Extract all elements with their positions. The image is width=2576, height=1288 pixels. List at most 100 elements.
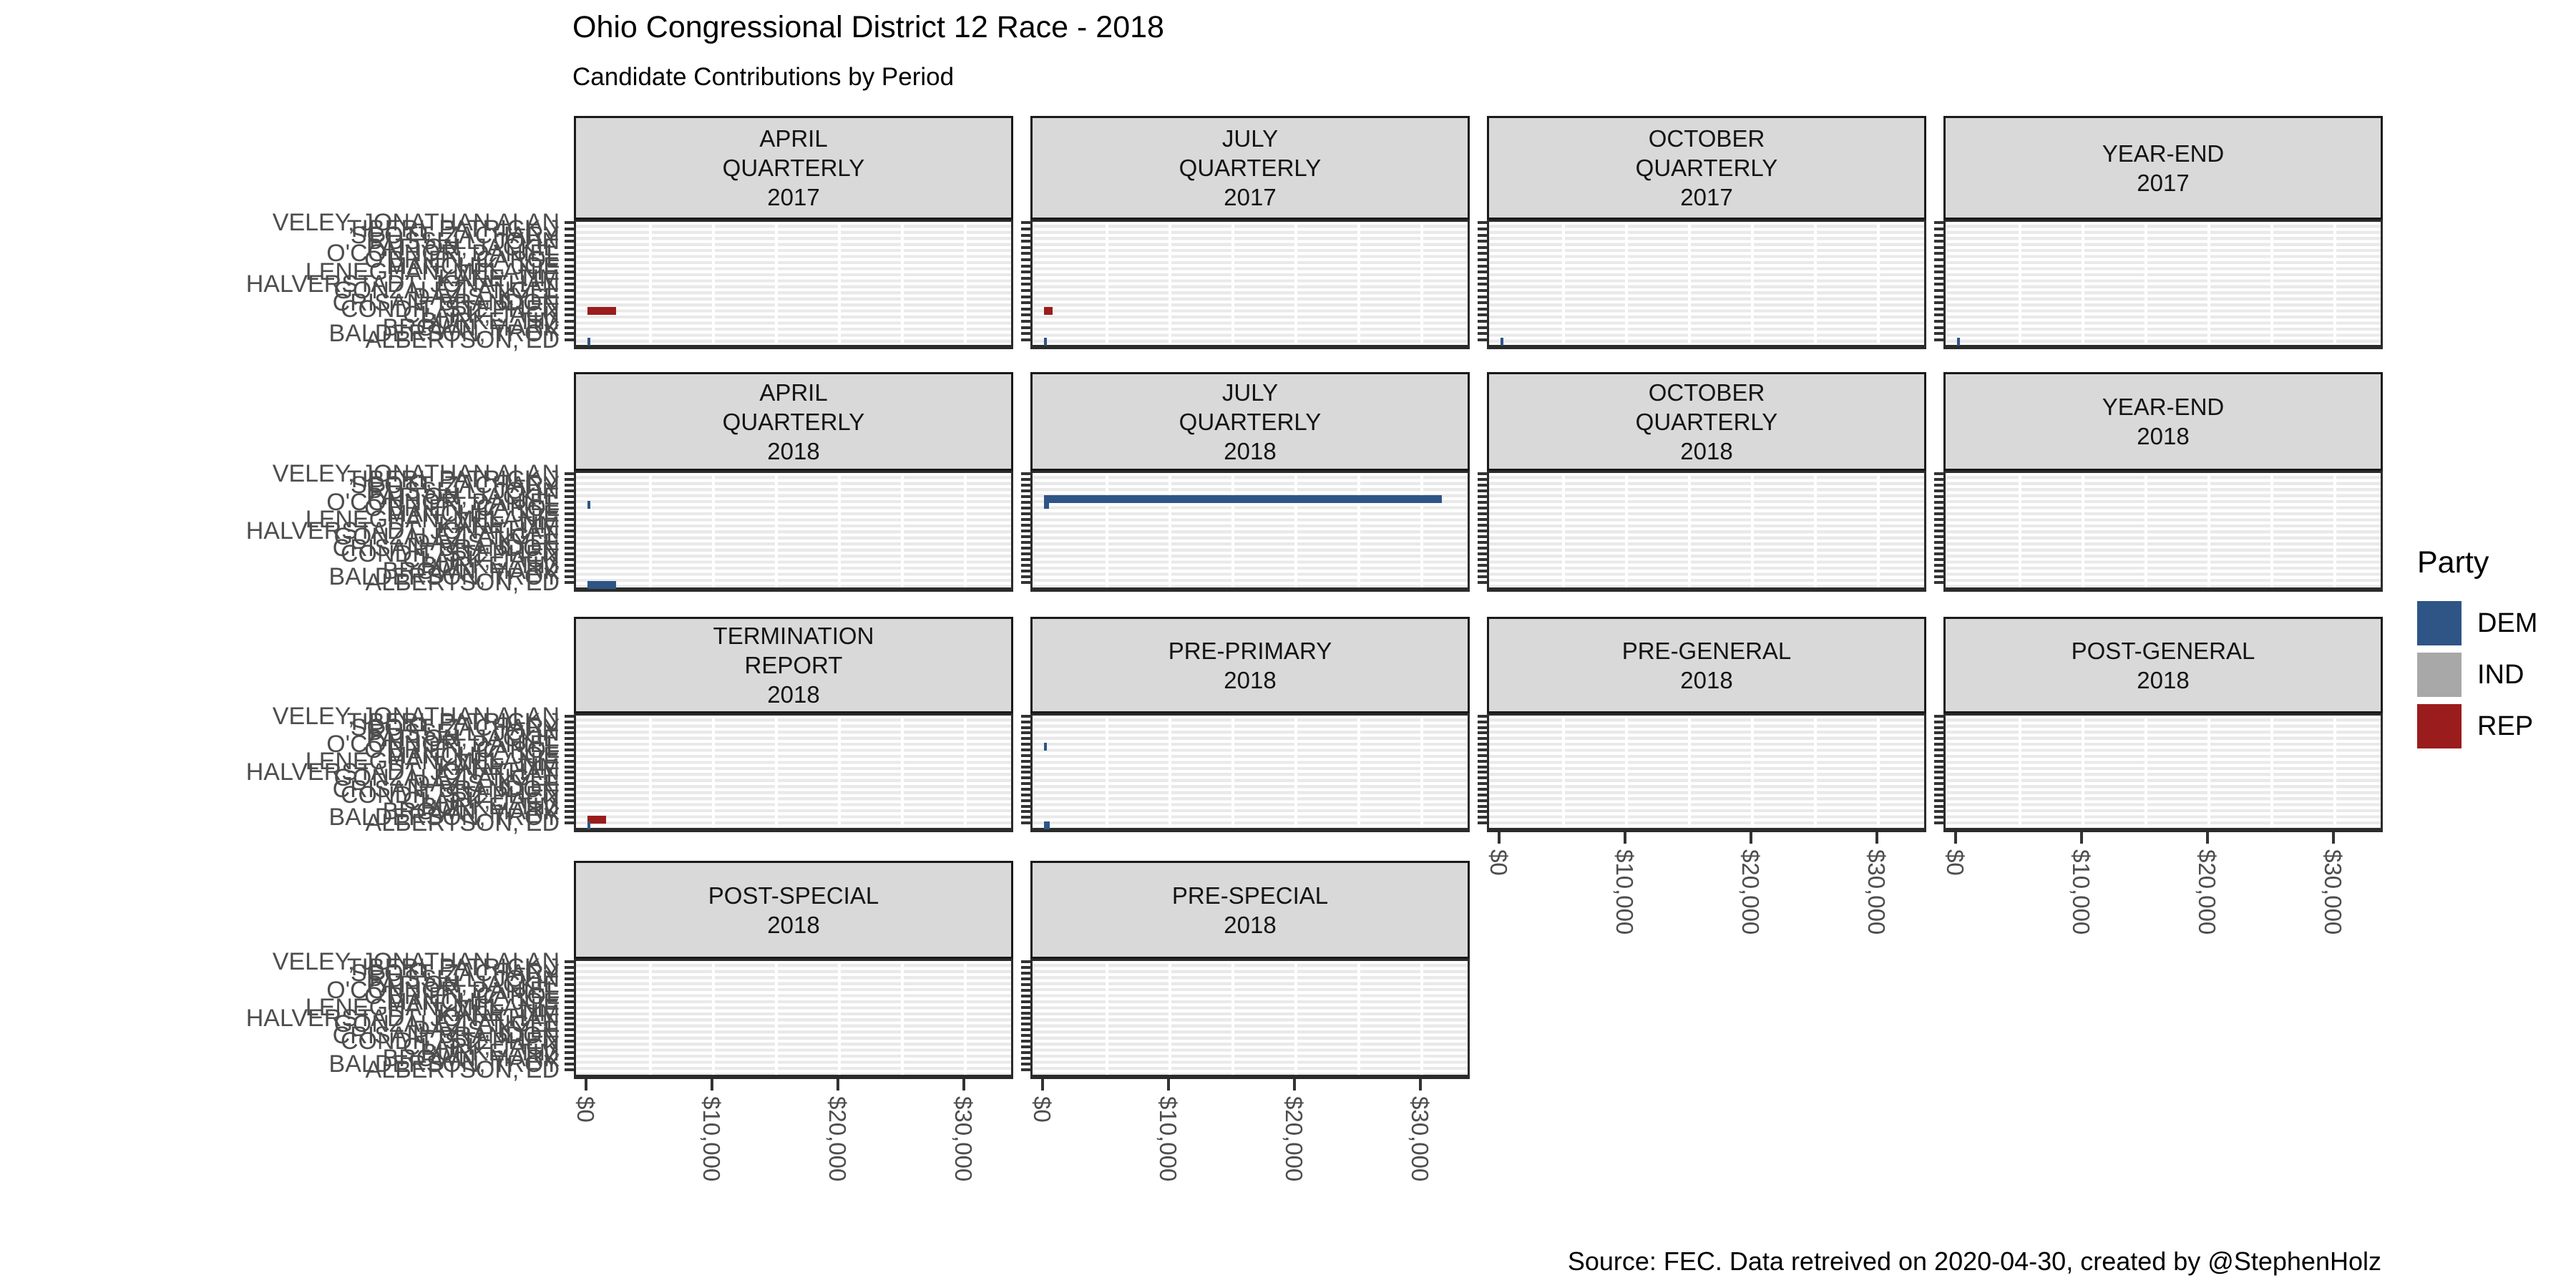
y-axis-candidate-label: DAVIS, KYLE [412, 1016, 560, 1044]
y-axis-tick [565, 252, 574, 255]
y-axis-tick [1021, 965, 1030, 969]
y-axis-candidate-label: BURKE, TIM [421, 552, 560, 579]
y-axis-tick [1478, 776, 1487, 780]
x-axis-tick-label: $30,000 [950, 1096, 977, 1182]
y-axis-tick [565, 771, 574, 774]
vertical-gridline [1106, 473, 1108, 587]
chart-subtitle: Candidate Contributions by Period [572, 63, 955, 91]
y-axis-tick [565, 971, 574, 975]
vertical-gridline [1814, 716, 1817, 828]
y-axis-tick [1021, 810, 1030, 814]
y-axis-tick [1021, 547, 1030, 550]
x-axis-tick [1167, 1079, 1170, 1091]
x-axis-tick [1419, 1079, 1422, 1091]
y-axis-candidate-label: RUSSELL, JOHN [369, 719, 560, 747]
y-axis-tick [1021, 227, 1030, 230]
facet-strip-label: OCTOBER [1648, 125, 1765, 152]
y-axis-tick [1934, 258, 1943, 261]
y-axis-tick [565, 965, 574, 969]
y-axis-tick [565, 570, 574, 572]
vertical-gridline [838, 473, 841, 587]
y-axis-tick [1934, 283, 1943, 286]
y-axis-tick [1934, 821, 1943, 825]
y-axis-tick [1934, 270, 1943, 274]
y-axis-tick [1934, 804, 1943, 808]
y-axis-tick [565, 1011, 574, 1015]
y-axis-tick [1021, 524, 1030, 527]
chart-title: Ohio Congressional District 12 Race - 20… [572, 10, 1164, 44]
facet-strip-label: 2018 [1680, 437, 1733, 464]
y-axis-tick [1478, 787, 1487, 791]
y-axis-tick [1934, 720, 1943, 723]
facet-strip: YEAR-END 2018 [1943, 372, 2383, 471]
y-axis-tick [565, 552, 574, 555]
y-axis-tick [1478, 564, 1487, 567]
vertical-gridline [1357, 716, 1360, 828]
y-axis-candidate-label: ALBERTSON, ED [365, 326, 560, 353]
panel-gridlines [576, 961, 1011, 1075]
contribution-bar [587, 580, 617, 589]
y-axis-candidate-label: O'CONNOR, DANIEL [326, 976, 560, 1004]
vertical-gridline [1357, 961, 1360, 1075]
y-axis-candidate-label: CRISAN, BRANDON [332, 535, 560, 562]
vertical-gridline [2333, 222, 2336, 345]
y-axis-tick [1934, 748, 1943, 752]
facet-strip: PRE-PRIMARY 2018 [1030, 617, 1470, 713]
vertical-gridline [1814, 473, 1817, 587]
vertical-gridline [712, 222, 715, 345]
vertical-gridline [2082, 222, 2084, 345]
y-axis-tick [1021, 552, 1030, 555]
y-axis-tick [1478, 501, 1487, 504]
y-axis-tick [1021, 1017, 1030, 1020]
y-axis-tick [1934, 313, 1943, 317]
y-axis-tick [565, 575, 574, 578]
y-axis-candidate-label: TIBERI, PATRICK J [346, 708, 560, 736]
y-axis-tick [1021, 489, 1030, 492]
y-axis-candidate-label: O'CONNOR, DANIEL [326, 240, 560, 268]
vertical-gridline [1751, 716, 1754, 828]
vertical-gridline [1562, 473, 1565, 587]
y-axis-tick [1934, 558, 1943, 561]
legend-title: Party [2417, 545, 2489, 580]
facet-strip-label: APRIL [759, 125, 828, 152]
facet-strip: APRIL QUARTERLY 2018 [574, 372, 1013, 471]
facet-strip-label: REPORT [744, 652, 843, 678]
y-axis-tick [1021, 821, 1030, 825]
y-axis-tick [565, 782, 574, 786]
contribution-bar [1044, 821, 1050, 829]
y-axis-tick [1478, 530, 1487, 532]
y-axis-candidate-label: VELEY, JONATHAN ALAN [272, 209, 560, 237]
y-axis-tick [565, 233, 574, 237]
vertical-gridline [1751, 473, 1754, 587]
y-axis-candidate-label: BROWN, MARK [382, 557, 560, 585]
contribution-bar [587, 815, 607, 824]
facet-strip-label: 2018 [2137, 666, 2190, 693]
vertical-gridline [2082, 716, 2084, 828]
panel-gridlines [576, 222, 1011, 345]
y-axis-tick [1021, 564, 1030, 567]
y-axis-tick [1478, 799, 1487, 802]
y-axis-candidate-label: ALBERTSON, ED [365, 809, 560, 837]
y-axis-tick [1478, 753, 1487, 757]
facet-strip: OCTOBER QUARTERLY 2017 [1487, 116, 1926, 220]
y-axis-candidate-label: LENEGHAN, MELANIE [305, 506, 560, 533]
y-axis-tick [1934, 221, 1943, 225]
facet-strip-label: 2018 [767, 681, 820, 708]
vertical-gridline [2207, 222, 2210, 345]
y-axis-tick [1021, 478, 1030, 481]
y-axis-tick [1021, 1063, 1030, 1066]
vertical-gridline [1814, 222, 1817, 345]
y-axis-tick [1021, 714, 1030, 718]
y-axis-tick [1934, 765, 1943, 769]
vertical-gridline [964, 716, 967, 828]
y-axis-tick [1934, 726, 1943, 729]
y-axis-tick [565, 737, 574, 741]
y-axis-tick [1478, 726, 1487, 729]
y-axis-tick [1478, 270, 1487, 274]
vertical-gridline [1877, 716, 1880, 828]
y-axis-candidate-label: GONZALEZ, ANGEL [333, 523, 560, 550]
x-axis-tick-label: $20,000 [2194, 849, 2220, 935]
vertical-gridline [964, 222, 967, 345]
y-axis-candidate-label: CLARK, JACK [402, 546, 560, 573]
facet-strip-label: APRIL [759, 379, 828, 406]
